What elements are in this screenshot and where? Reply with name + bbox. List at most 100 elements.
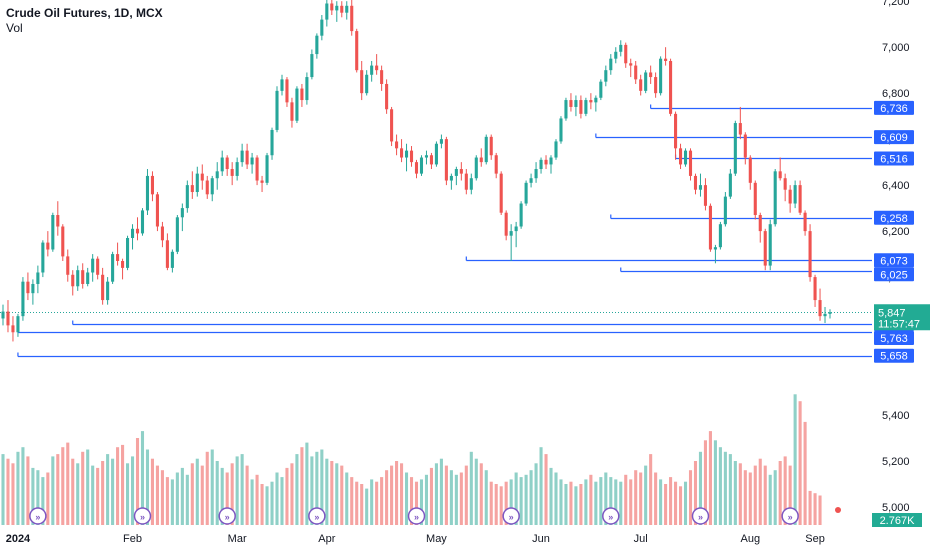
volume-bar — [584, 479, 588, 525]
candle-body — [818, 300, 822, 317]
candle-body — [698, 185, 703, 190]
candle-body — [713, 247, 717, 250]
volume-bar — [350, 477, 354, 525]
level-label: 6,609 — [880, 132, 908, 144]
time-tick-label: Sep — [805, 533, 825, 545]
volume-bar — [195, 458, 199, 525]
candle-body — [6, 311, 10, 326]
event-icon — [502, 507, 520, 525]
candle-body — [484, 136, 488, 163]
candle-body — [504, 212, 508, 236]
candle-body — [823, 313, 827, 317]
level-label-bg — [874, 253, 914, 268]
volume-bar — [116, 447, 120, 525]
volume-bar — [514, 472, 518, 525]
volume-bar — [66, 442, 70, 525]
candle-body — [738, 123, 742, 135]
candle-body — [380, 70, 384, 84]
volume-bar — [604, 472, 608, 525]
event-icon-glyph: » — [698, 512, 703, 522]
candle-body — [305, 77, 309, 101]
volume-bar — [1, 454, 5, 525]
candle-body — [36, 272, 40, 284]
volume-bar — [145, 449, 150, 525]
level-label: 6,025 — [880, 269, 908, 281]
candle-body — [240, 150, 244, 163]
volume-bar — [220, 467, 224, 525]
candle-body — [584, 100, 588, 114]
volume-bar — [768, 474, 772, 525]
volume-bar — [654, 472, 658, 525]
volume-tick-label: 5,200 — [882, 456, 910, 468]
volume-bar — [265, 486, 269, 525]
candle-body — [245, 150, 249, 165]
candle-body — [594, 97, 598, 103]
candle-body — [524, 182, 528, 204]
candle-body — [41, 242, 45, 273]
volume-bar — [733, 461, 737, 525]
price-tick-label: 6,800 — [882, 88, 910, 100]
volume-bar — [71, 458, 75, 525]
candle-body — [494, 155, 498, 174]
candle-body — [828, 312, 832, 314]
volume-bar — [429, 467, 433, 525]
volume-bar — [380, 477, 384, 525]
volume-bar — [36, 470, 40, 525]
volume-bar — [693, 461, 698, 525]
candle-body — [255, 157, 259, 181]
candle-body — [629, 63, 633, 66]
volume-bar — [126, 463, 130, 525]
candle-body — [310, 54, 314, 78]
event-icon-glyph: » — [35, 512, 40, 522]
candle-body — [225, 157, 229, 170]
level-label-bg — [874, 100, 914, 115]
candle-body — [489, 136, 493, 156]
candle-body — [210, 178, 214, 195]
volume-bar — [280, 477, 284, 525]
volume-bar — [798, 401, 802, 525]
candle-body — [499, 173, 503, 213]
volume-bar — [659, 479, 663, 525]
candle-body — [335, 5, 339, 11]
volume-bar — [748, 472, 752, 525]
last-price-badge — [874, 304, 930, 331]
candle-body — [135, 228, 140, 234]
volume-bar — [564, 484, 568, 525]
volume-bar — [818, 495, 822, 525]
candle-body — [574, 100, 578, 107]
candle-body — [674, 113, 678, 149]
candle-body — [649, 72, 653, 78]
volume-bar — [718, 447, 722, 525]
candle-body — [544, 159, 548, 165]
volume-bar — [738, 463, 742, 525]
volume-bar — [524, 474, 528, 525]
event-icon-glyph: » — [608, 512, 613, 522]
volume-bar — [728, 454, 732, 525]
candle-body — [340, 5, 344, 13]
candle-body — [429, 155, 433, 165]
candle-body — [803, 212, 807, 232]
volume-bar — [365, 488, 369, 525]
candle-body — [355, 31, 359, 71]
candle-body — [474, 157, 478, 179]
candle-body — [265, 155, 269, 183]
candle-body — [205, 180, 209, 195]
volume-bar — [414, 481, 419, 525]
candle-body — [539, 159, 543, 170]
candle-body — [404, 150, 409, 158]
event-icon — [781, 507, 799, 525]
level-label: 6,516 — [880, 153, 908, 165]
candle-body — [365, 74, 369, 94]
candle-body — [659, 58, 663, 94]
event-icon-glyph: » — [414, 512, 419, 522]
volume-bar — [175, 472, 179, 525]
price-tick-label: 6,200 — [882, 226, 910, 238]
candle-body — [56, 215, 60, 227]
volume-bar — [310, 456, 314, 525]
candle-body — [509, 231, 513, 236]
candle-body — [400, 148, 404, 158]
candle-body — [126, 237, 130, 268]
candle-body — [250, 157, 254, 165]
volume-bar — [664, 484, 668, 525]
